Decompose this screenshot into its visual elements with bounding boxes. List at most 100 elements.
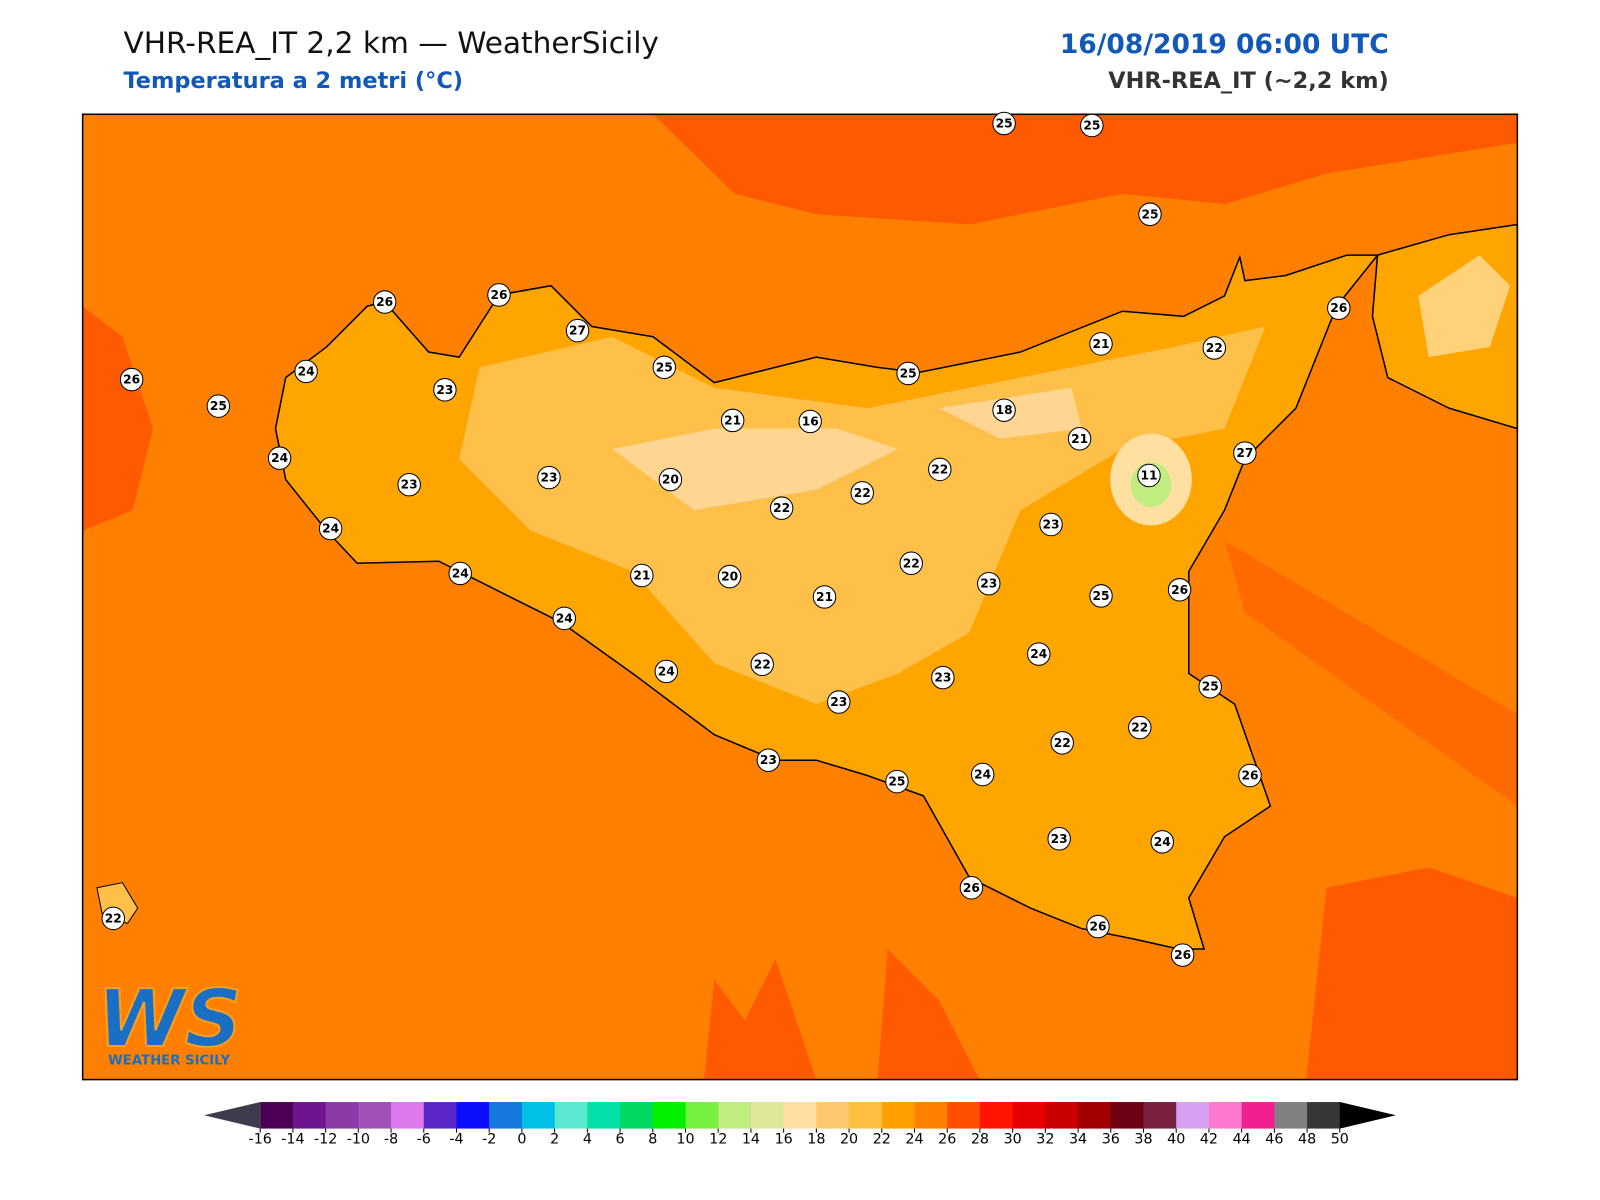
colorbar-tick-label: 34 xyxy=(1069,1131,1087,1147)
colorbar-swatch xyxy=(521,1102,556,1129)
station-marker xyxy=(1233,441,1257,465)
station-value: 23 xyxy=(1051,832,1068,846)
colorbar-tick-label: -12 xyxy=(314,1131,337,1147)
colorbar-tick-label: 46 xyxy=(1265,1131,1283,1147)
station-value: 26 xyxy=(376,295,393,309)
colorbar-swatch xyxy=(685,1102,719,1129)
colorbar-swatch xyxy=(816,1102,850,1129)
colorbar-tick-label: 20 xyxy=(840,1131,858,1147)
station-value: 26 xyxy=(1174,948,1191,962)
station-marker xyxy=(798,409,822,434)
station-marker xyxy=(931,665,955,690)
station-value: 26 xyxy=(1089,920,1106,934)
colorbar-tick-label: 44 xyxy=(1233,1131,1251,1147)
station-value: 25 xyxy=(996,116,1013,130)
station-value: 26 xyxy=(123,373,140,387)
station-value: 24 xyxy=(658,664,675,678)
station-marker xyxy=(658,467,683,492)
colorbar-swatch xyxy=(587,1102,621,1129)
station-value: 22 xyxy=(773,501,790,515)
colorbar-swatch xyxy=(1045,1102,1079,1129)
station-value: 22 xyxy=(105,911,122,925)
station-value: 24 xyxy=(1030,647,1047,661)
station-marker xyxy=(1327,296,1351,320)
station-marker xyxy=(267,446,292,470)
station-value: 25 xyxy=(888,775,905,789)
colorbar-swatch xyxy=(1110,1102,1145,1129)
station-value: 11 xyxy=(1140,469,1157,483)
station-marker xyxy=(1138,202,1162,227)
colorbar-swatch xyxy=(1241,1102,1275,1129)
colorbar-tick-label: 42 xyxy=(1200,1131,1218,1147)
colorbar-tick-label: -14 xyxy=(281,1131,304,1147)
station-marker xyxy=(1089,584,1113,608)
station-marker xyxy=(654,659,679,684)
station-marker xyxy=(537,465,561,490)
station-marker xyxy=(1039,512,1063,537)
station-value: 26 xyxy=(1241,769,1258,783)
warm-sea xyxy=(1224,540,1518,807)
station-value: 25 xyxy=(900,366,917,380)
station-value: 23 xyxy=(830,695,847,709)
station-value: 21 xyxy=(816,590,833,604)
colorbar-tick-label: 28 xyxy=(971,1131,989,1147)
warm-sea xyxy=(704,867,1518,1080)
colorbar-tick-label: -2 xyxy=(482,1131,496,1147)
colorbar-tick-label: 8 xyxy=(648,1131,657,1147)
colorbar-tick-label: 16 xyxy=(775,1131,793,1147)
colorbar-swatch xyxy=(489,1102,523,1129)
station-marker xyxy=(1137,463,1161,488)
colorbar-swatch xyxy=(456,1102,490,1129)
stations: 25 25 25 26 26 27 25 24 26 25 23 25 21 22 26 21 16 18 21 24… xyxy=(101,111,1351,967)
colorbar-swatch xyxy=(1078,1102,1112,1129)
station-value: 24 xyxy=(556,611,573,625)
warm-sea xyxy=(82,306,154,531)
colorbar-swatch xyxy=(750,1102,785,1129)
station-value: 24 xyxy=(322,522,339,536)
station-marker xyxy=(827,690,851,714)
station-value: 25 xyxy=(656,360,673,374)
station-marker xyxy=(448,561,472,586)
colorbar-swatch xyxy=(554,1102,588,1129)
colorbar-swatch xyxy=(358,1102,392,1129)
colorbar-swatch xyxy=(718,1102,752,1129)
station-value: 21 xyxy=(724,413,741,427)
station-value: 27 xyxy=(569,324,586,338)
title: VHR-REA_IT 2,2 km — WeatherSicily xyxy=(123,26,658,60)
logo-mark: WS xyxy=(97,972,242,1065)
station-value: 21 xyxy=(633,569,650,583)
colorbar-swatch xyxy=(652,1102,687,1129)
station-value: 24 xyxy=(452,566,469,580)
colorbar-swatch xyxy=(849,1102,883,1129)
station-value: 24 xyxy=(974,767,991,781)
colorbar-tick-label: 38 xyxy=(1134,1131,1152,1147)
colorbar-tick-label: 32 xyxy=(1036,1131,1054,1147)
station-marker xyxy=(850,481,874,505)
map-area xyxy=(81,113,1519,1081)
station-marker xyxy=(1067,427,1092,451)
station-value: 25 xyxy=(210,399,227,413)
station-value: 20 xyxy=(721,570,738,584)
station-marker xyxy=(992,398,1016,422)
colorbar-tick-label: 26 xyxy=(938,1131,956,1147)
station-marker xyxy=(1086,914,1110,939)
colorbar-tick-label: 50 xyxy=(1331,1131,1349,1147)
station-marker xyxy=(1167,578,1192,602)
station-value: 25 xyxy=(1141,207,1158,221)
station-value: 23 xyxy=(436,383,453,397)
station-value: 24 xyxy=(298,364,315,378)
station-marker xyxy=(717,564,742,589)
colorbar-swatch xyxy=(783,1102,817,1129)
station-value: 24 xyxy=(1154,835,1171,849)
colorbar-swatch xyxy=(1208,1102,1243,1129)
colorbar-swatch xyxy=(914,1102,948,1129)
station-value: 25 xyxy=(1083,119,1100,133)
colorbar-tick-label: 22 xyxy=(873,1131,891,1147)
colorbar-tick-label: -6 xyxy=(417,1131,431,1147)
colorbar-swatch xyxy=(1307,1102,1341,1129)
station-marker xyxy=(928,457,952,482)
station-value: 26 xyxy=(1171,583,1188,597)
colorbar-tick-label: -8 xyxy=(384,1131,398,1147)
station-marker xyxy=(101,906,125,931)
colorbar-swatch xyxy=(391,1102,425,1129)
